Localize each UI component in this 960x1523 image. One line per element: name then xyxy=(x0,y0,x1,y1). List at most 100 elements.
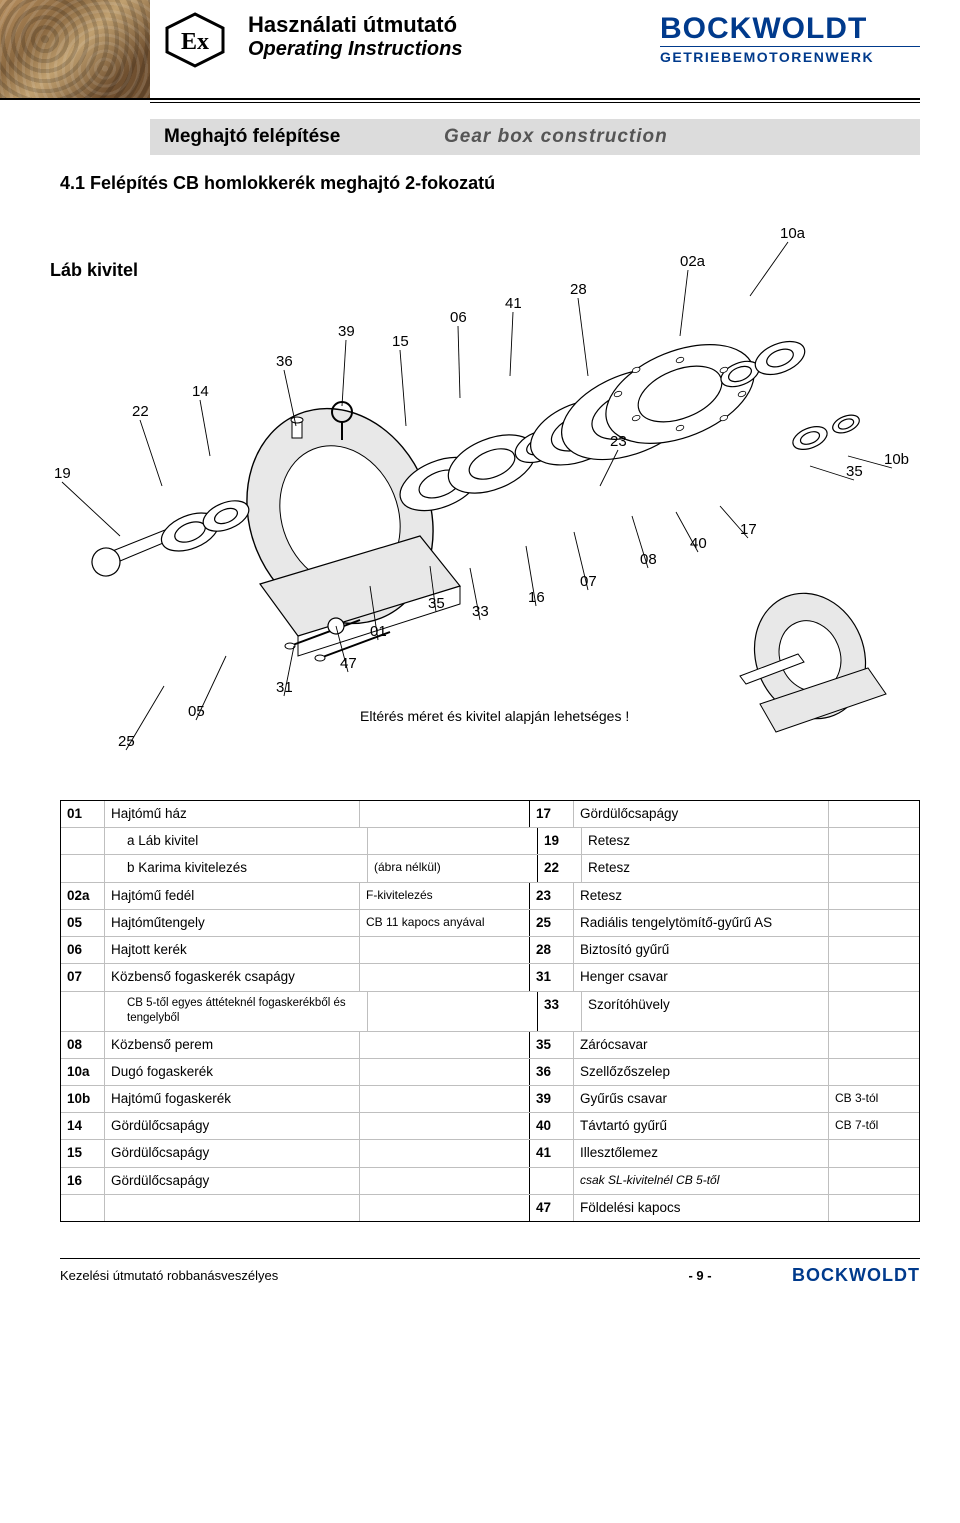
diagram-caption-side: Láb kivitel xyxy=(50,260,138,280)
diagram-label: 01 xyxy=(370,623,387,640)
table-row: 08Közbenső perem35Zárócsavar xyxy=(61,1032,919,1059)
part-name-left: Közbenső fogaskerék csapágy xyxy=(105,964,360,990)
diagram-label: 15 xyxy=(392,333,409,350)
part-number-left xyxy=(61,855,105,881)
part-note-left xyxy=(360,964,530,990)
diagram-label: 02a xyxy=(680,253,706,270)
part-note-left xyxy=(368,828,538,854)
part-number-left: 02a xyxy=(61,883,105,909)
part-note-left xyxy=(360,1086,530,1112)
diagram-label: 41 xyxy=(505,295,522,312)
diagram-label: 28 xyxy=(570,281,587,298)
brand-name: BOCKWOLDT xyxy=(660,12,920,46)
diagram-label: 36 xyxy=(276,353,293,370)
parts-table: 01Hajtómű ház17Gördülőcsapágya Láb kivit… xyxy=(60,800,920,1222)
diagram-svg: 10a02a284106153936142219233510b174008071… xyxy=(40,216,920,776)
part-name-right: Gördülőcsapágy xyxy=(574,801,829,827)
part-name-left: a Láb kivitel xyxy=(105,828,368,854)
part-note-left: F-kivitelezés xyxy=(360,883,530,909)
part-number-left xyxy=(61,1195,105,1221)
part-number-left: 06 xyxy=(61,937,105,963)
part-name-left: Hajtómű fedél xyxy=(105,883,360,909)
part-number-right: 40 xyxy=(530,1113,574,1139)
part-note-left xyxy=(360,1059,530,1085)
part-name-right: Retesz xyxy=(574,883,829,909)
part-name-right: Szorítóhüvely xyxy=(582,992,829,1031)
diagram-label: 47 xyxy=(340,655,357,672)
part-note-left xyxy=(360,801,530,827)
part-number-right: 35 xyxy=(530,1032,574,1058)
table-row: 02aHajtómű fedélF-kivitelezés23Retesz xyxy=(61,883,919,910)
part-name-left: Közbenső perem xyxy=(105,1032,360,1058)
diagram-label: 17 xyxy=(740,521,757,538)
part-name-left: Hajtott kerék xyxy=(105,937,360,963)
part-note-left: (ábra nélkül) xyxy=(368,855,538,881)
part-name-left: Dugó fogaskerék xyxy=(105,1059,360,1085)
part-number-left: 01 xyxy=(61,801,105,827)
page: Ex Használati útmutató Operating Instruc… xyxy=(0,0,960,1286)
part-number-right: 41 xyxy=(530,1140,574,1166)
diagram-label: 23 xyxy=(610,433,627,450)
part-number-right: 47 xyxy=(530,1195,574,1221)
table-row: 10bHajtómű fogaskerék39Gyűrűs csavarCB 3… xyxy=(61,1086,919,1113)
part-name-right: Henger csavar xyxy=(574,964,829,990)
diagram-label: 39 xyxy=(338,323,355,340)
diagram-label: 25 xyxy=(118,733,135,750)
part-name-left: Gördülőcsapágy xyxy=(105,1140,360,1166)
table-row: 10aDugó fogaskerék36Szellőzőszelep xyxy=(61,1059,919,1086)
ex-icon-label: Ex xyxy=(181,29,209,55)
part-note-right: CB 3-tól xyxy=(829,1086,919,1112)
part-number-right: 28 xyxy=(530,937,574,963)
part-note-right xyxy=(829,1059,919,1085)
diagram-label: 33 xyxy=(472,603,489,620)
part-number-right: 17 xyxy=(530,801,574,827)
part-number-right: 36 xyxy=(530,1059,574,1085)
part-number-left: 08 xyxy=(61,1032,105,1058)
part-note-right xyxy=(829,964,919,990)
table-row: 05HajtóműtengelyCB 11 kapocs anyával25Ra… xyxy=(61,910,919,937)
part-name-left xyxy=(105,1195,360,1221)
table-row: 15Gördülőcsapágy41Illesztőlemez xyxy=(61,1140,919,1167)
part-note-right xyxy=(829,1168,919,1194)
table-row: 47Földelési kapocs xyxy=(61,1195,919,1221)
ex-icon: Ex xyxy=(163,12,227,68)
diagram-caption-note: Eltérés méret és kivitel alapján lehetsé… xyxy=(360,708,629,724)
diagram-label: 10a xyxy=(780,225,806,242)
diagram-label: 06 xyxy=(450,309,467,326)
table-row: 16Gördülőcsapágycsak SL-kivitelnél CB 5-… xyxy=(61,1168,919,1195)
part-note-right xyxy=(829,828,919,854)
part-number-right: 25 xyxy=(530,910,574,936)
part-note-right xyxy=(829,1032,919,1058)
diagram-label: 08 xyxy=(640,551,657,568)
page-footer: Kezelési útmutató robbanásveszélyes - 9 … xyxy=(60,1258,920,1286)
table-row: 01Hajtómű ház17Gördülőcsapágy xyxy=(61,801,919,828)
table-row: 06Hajtott kerék28Biztosító gyűrű xyxy=(61,937,919,964)
part-note-right xyxy=(829,883,919,909)
diagram-label: 16 xyxy=(528,589,545,606)
title-hu: Használati útmutató xyxy=(248,12,660,38)
part-note-right xyxy=(829,1195,919,1221)
part-number-right: 19 xyxy=(538,828,582,854)
diagram-label: 10b xyxy=(884,451,909,468)
part-note-left xyxy=(360,1032,530,1058)
part-note-left: CB 11 kapocs anyával xyxy=(360,910,530,936)
diagram-label: 14 xyxy=(192,383,209,400)
part-number-left: 14 xyxy=(61,1113,105,1139)
part-name-left: CB 5-től egyes áttéteknél fogaskerékből … xyxy=(105,992,368,1031)
header-photo xyxy=(0,0,150,98)
part-number-right: 22 xyxy=(538,855,582,881)
part-number-left: 16 xyxy=(61,1168,105,1194)
part-note-left xyxy=(368,992,538,1031)
part-number-left: 10b xyxy=(61,1086,105,1112)
diagram-label: 31 xyxy=(276,679,293,696)
part-number-left: 07 xyxy=(61,964,105,990)
part-note-right xyxy=(829,910,919,936)
part-name-right: csak SL-kivitelnél CB 5-től xyxy=(574,1168,829,1194)
table-row: b Karima kivitelezés(ábra nélkül)22Retes… xyxy=(61,855,919,882)
footer-page-number: - 9 - xyxy=(660,1268,740,1283)
header-titles: Használati útmutató Operating Instructio… xyxy=(240,0,660,61)
title-en: Operating Instructions xyxy=(248,38,660,61)
part-name-left: Hajtómű fogaskerék xyxy=(105,1086,360,1112)
header-brand: BOCKWOLDT GETRIEBEMOTORENWERK xyxy=(660,0,920,65)
part-number-left: 05 xyxy=(61,910,105,936)
